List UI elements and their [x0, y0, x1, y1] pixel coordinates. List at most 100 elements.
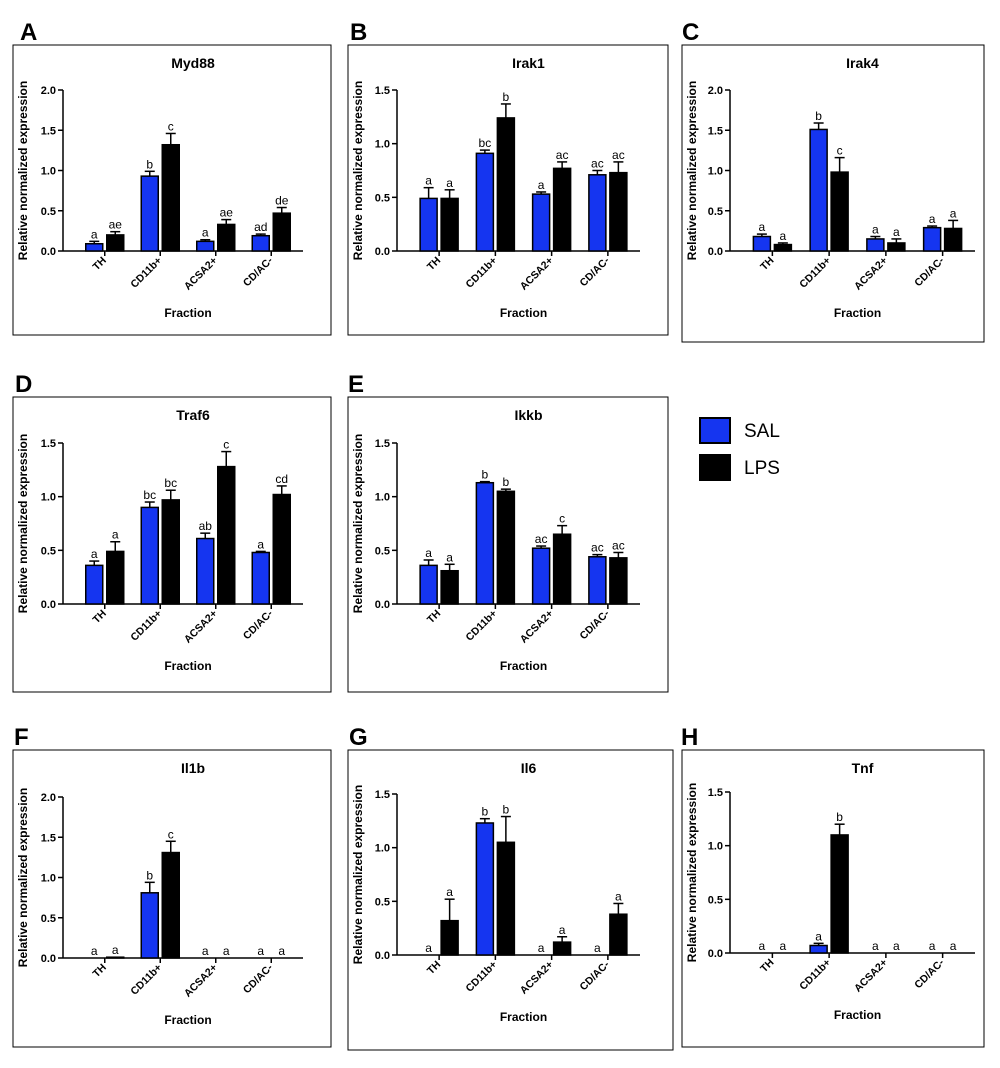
significance-letter: a [112, 528, 119, 542]
x-tick-label: CD11b+ [128, 608, 164, 644]
significance-letter: a [202, 226, 209, 240]
x-tick-label: ACSA2+ [518, 608, 556, 646]
y-tick-label: 0.5 [708, 206, 723, 218]
significance-letter: a [112, 943, 119, 957]
x-tick-label: CD/AC- [578, 254, 613, 289]
y-tick-label: 1.0 [41, 873, 56, 885]
significance-letter: a [446, 885, 453, 899]
bar-lps [272, 212, 291, 252]
significance-letter: a [780, 939, 787, 953]
significance-letter: a [872, 223, 879, 237]
legend-label-lps: LPS [744, 458, 780, 479]
chart-title: Irak4 [846, 55, 879, 71]
x-tick-label: ACSA2+ [518, 255, 556, 293]
legend: SAL LPS [699, 417, 780, 481]
x-tick-label: TH [425, 255, 443, 273]
bar-lps [496, 117, 516, 252]
x-axis-title: Fraction [500, 659, 547, 673]
significance-letter: a [257, 944, 264, 958]
significance-letter: a [91, 944, 98, 958]
bar-sal [475, 481, 495, 605]
significance-letter: a [780, 229, 787, 243]
y-axis-title: Relative normalized expression [351, 434, 365, 613]
bar-sal [419, 564, 438, 605]
bar-lps [830, 834, 849, 954]
bar-sal [251, 234, 270, 252]
significance-letter: a [950, 206, 957, 220]
y-tick-label: 0.5 [375, 192, 390, 204]
y-tick-label: 0.0 [708, 246, 723, 258]
bar-lps [106, 234, 125, 252]
x-axis-title: Fraction [500, 1010, 547, 1024]
panel-frame [12, 396, 332, 693]
y-tick-label: 0.5 [41, 206, 56, 218]
bar-sal [85, 564, 104, 605]
bar-sal [588, 556, 607, 605]
bar-lps [887, 242, 906, 252]
bar-lps [830, 171, 849, 252]
significance-letter: a [223, 944, 230, 958]
chart-title: Irak1 [512, 55, 545, 71]
x-tick-label: CD/AC- [912, 956, 947, 991]
significance-letter: b [503, 803, 510, 817]
x-tick-label: TH [758, 255, 776, 273]
panel-d: D Traf6 0.0 0.5 1.0 1.5 Relative normalized ex… [12, 371, 332, 693]
bar-lps [161, 851, 180, 959]
panel-h: H Tnf 0.0 0.5 1.0 1.5 Relative normalized expr… [681, 724, 985, 1048]
x-tick-label: CD11b+ [797, 957, 833, 993]
significance-letter: a [929, 939, 936, 953]
bar-sal [922, 226, 942, 252]
chart-title: Myd88 [171, 55, 215, 71]
y-tick-label: 1.5 [375, 85, 390, 97]
chart-title: Tnf [852, 760, 874, 776]
y-tick-label: 2.0 [708, 85, 723, 97]
bar-sal [475, 822, 495, 956]
significance-letter: a [538, 941, 545, 955]
bar-lps [106, 956, 125, 959]
x-tick-label: TH [90, 962, 108, 980]
bar-sal [752, 235, 772, 252]
x-tick-label: CD11b+ [464, 608, 500, 644]
panel-letter: F [14, 724, 29, 751]
y-tick-label: 1.0 [41, 166, 56, 178]
significance-letter: de [275, 194, 289, 208]
significance-letter: a [425, 174, 432, 188]
significance-letter: cd [275, 472, 288, 486]
y-axis-title: Relative normalized expression [351, 785, 365, 964]
panel-b: B Irak1 0.0 0.5 1.0 1.5 Relative normalized ex… [347, 19, 669, 336]
significance-letter: ab [199, 519, 213, 533]
significance-letter: bc [143, 488, 156, 502]
bar-sal [531, 193, 551, 252]
significance-letter: ac [612, 148, 625, 162]
y-tick-label: 1.5 [708, 787, 723, 799]
panel-letter: C [682, 19, 699, 46]
bar-lps [496, 841, 516, 956]
x-tick-label: TH [90, 255, 108, 273]
x-axis-title: Fraction [164, 659, 211, 673]
significance-letter: a [278, 944, 285, 958]
x-tick-label: CD/AC- [241, 607, 276, 642]
significance-letter: c [223, 438, 229, 452]
chart-title: Il1b [181, 760, 205, 776]
bar-lps [217, 465, 236, 605]
significance-letter: c [168, 119, 174, 133]
bar-lps [440, 919, 459, 956]
y-axis-title: Relative normalized expression [16, 434, 30, 613]
x-tick-label: CD/AC- [578, 958, 613, 993]
significance-letter: bc [164, 476, 177, 490]
significance-letter: b [146, 868, 153, 882]
significance-letter: b [815, 109, 822, 123]
panel-c: C Irak4 0.0 0.5 1.0 1.5 2.0 Relative normalized… [681, 19, 985, 343]
significance-letter: b [482, 805, 489, 819]
x-axis-title: Fraction [834, 306, 881, 320]
bar-sal [419, 197, 438, 252]
y-tick-label: 1.0 [375, 843, 390, 855]
bar-sal [866, 238, 885, 252]
x-tick-label: CD11b+ [797, 255, 833, 291]
bar-lps [552, 533, 572, 605]
x-axis-title: Fraction [164, 1013, 211, 1027]
bar-sal [809, 944, 828, 954]
chart-title: Ikkb [514, 407, 542, 423]
panel-frame [12, 44, 332, 336]
significance-letter: a [929, 212, 936, 226]
